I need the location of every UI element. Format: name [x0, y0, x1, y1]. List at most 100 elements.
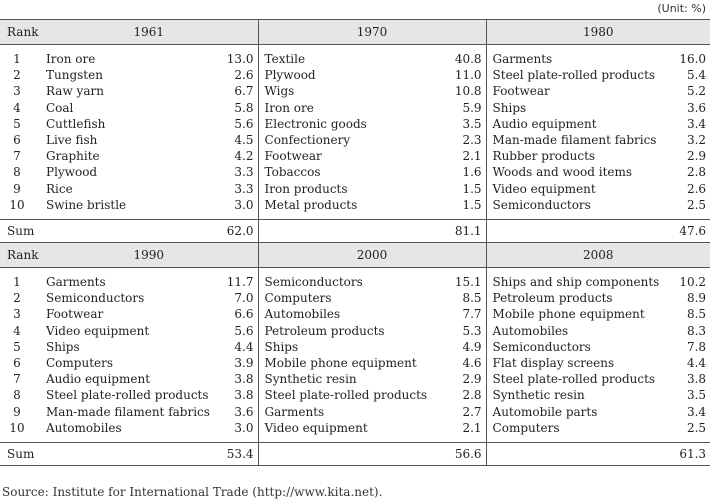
sum-row: Sum 53.4 56.6 61.3	[0, 442, 710, 467]
value-cell: 3.8	[686, 372, 707, 387]
value-cell: 3.9	[216, 355, 259, 372]
sum-label: Sum	[0, 219, 40, 244]
item-cell: Woods and wood items	[485, 164, 669, 181]
item-cell: Audio equipment	[46, 372, 151, 387]
source-note: Source: Institute for International Trad…	[2, 485, 383, 499]
table-row: 8 Steel plate-rolled products 3.8 Steel pla…	[0, 387, 710, 404]
item-cell: Graphite	[46, 149, 100, 164]
rank-cell: 8	[13, 388, 21, 403]
item-cell: Confectionery	[257, 132, 445, 149]
rank-cell: 1	[13, 275, 21, 290]
item-cell: Video equipment	[485, 180, 669, 197]
table-row: 3 Footwear 6.6 Automobiles 7.7 Mobile phone e…	[0, 306, 710, 323]
item-cell: Synthetic resin	[485, 387, 669, 404]
rank-cell: 6	[13, 133, 21, 148]
item-cell: Computers	[485, 419, 669, 443]
table-row: 8 Plywood 3.3 Tobaccos 1.6 Woods and wood ite…	[0, 164, 710, 181]
item-cell: Steel plate-rolled products	[257, 387, 445, 404]
item-cell: Petroleum products	[257, 322, 445, 339]
sum-blank-cell	[40, 219, 216, 244]
year-header-row: Rank 1990 2000 2008	[0, 242, 710, 269]
value-cell: 15.1	[444, 267, 487, 291]
value-cell: 4.2	[216, 148, 259, 165]
item-cell: Garments	[485, 44, 669, 68]
item-cell: Flat display screens	[485, 355, 669, 372]
item-cell: Iron ore	[257, 99, 445, 116]
value-cell: 2.6	[686, 181, 707, 196]
sum-value: 62.0	[216, 219, 259, 244]
item-cell: Ships	[46, 339, 80, 354]
value-cell: 10.8	[444, 83, 487, 100]
value-cell: 3.0	[216, 419, 259, 443]
item-cell: Footwear	[257, 148, 445, 165]
value-cell: 2.5	[686, 197, 707, 212]
table-row: 6 Live fish 4.5 Confectionery 2.3 Man-made fi…	[0, 132, 710, 149]
value-cell: 2.9	[686, 149, 707, 164]
table-row: 3 Raw yarn 6.7 Wigs 10.8 Footwear 5.2	[0, 83, 710, 100]
value-cell: 7.0	[216, 290, 259, 307]
item-cell: Video equipment	[46, 323, 150, 338]
item-cell: Automobiles	[485, 322, 669, 339]
sum-blank-cell	[257, 442, 445, 467]
table-row: 1 Iron ore 13.0 Textile 40.8 Garments 16.0	[0, 44, 710, 68]
value-cell: 8.5	[444, 290, 487, 307]
item-cell: Mobile phone equipment	[257, 355, 445, 372]
value-cell: 6.6	[216, 306, 259, 323]
table-row: 7 Audio equipment 3.8 Synthetic resin 2.9 Ste…	[0, 371, 710, 388]
value-cell: 8.5	[686, 307, 707, 322]
rank-cell: 4	[13, 323, 21, 338]
rank-cell: 9	[13, 404, 21, 419]
value-cell: 5.3	[444, 322, 487, 339]
item-cell: Automobile parts	[485, 403, 669, 420]
rank-cell: 9	[13, 181, 21, 196]
value-cell: 2.3	[444, 132, 487, 149]
value-cell: 7.8	[686, 339, 707, 354]
item-cell: Iron products	[257, 180, 445, 197]
value-cell: 2.6	[216, 67, 259, 84]
item-cell: Computers	[46, 356, 114, 371]
item-cell: Plywood	[46, 165, 98, 180]
year-header: 1961	[40, 19, 259, 45]
item-cell: Semiconductors	[485, 338, 669, 356]
item-cell: Ships	[257, 338, 445, 356]
table-row: 2 Tungsten 2.6 Plywood 11.0 Steel plate-rolle…	[0, 67, 710, 84]
value-cell: 2.1	[444, 148, 487, 165]
rank-cell: 2	[13, 68, 21, 83]
value-cell: 5.9	[444, 99, 487, 116]
sum-value: 61.3	[668, 442, 710, 467]
value-cell: 2.7	[444, 403, 487, 420]
rank-cell: 5	[13, 116, 21, 131]
item-cell: Audio equipment	[485, 115, 669, 133]
item-cell: Man-made filament fabrics	[485, 132, 669, 149]
rank-cell: 8	[13, 165, 21, 180]
value-cell: 2.9	[444, 371, 487, 388]
value-cell: 3.6	[216, 403, 259, 420]
value-cell: 8.9	[686, 291, 707, 306]
table-row: 2 Semiconductors 7.0 Computers 8.5 Petroleum …	[0, 290, 710, 307]
sum-blank-cell	[485, 442, 669, 467]
item-cell: Footwear	[46, 307, 104, 322]
item-cell: Rice	[46, 181, 73, 196]
value-cell: 2.8	[686, 165, 707, 180]
value-cell: 1.6	[444, 164, 487, 181]
value-cell: 3.4	[686, 404, 707, 419]
value-cell: 13.0	[216, 44, 259, 68]
item-cell: Tungsten	[46, 68, 103, 83]
sum-blank-cell	[485, 219, 669, 244]
item-cell: Electronic goods	[257, 115, 445, 133]
value-cell: 40.8	[444, 44, 487, 68]
item-cell: Raw yarn	[46, 84, 104, 99]
value-cell: 11.7	[216, 267, 259, 291]
rank-cell: 2	[13, 291, 21, 306]
year-header: 1990	[40, 242, 259, 269]
value-cell: 11.0	[444, 67, 487, 84]
value-cell: 2.5	[686, 420, 707, 435]
item-cell: Wigs	[257, 83, 445, 100]
item-cell: Ships	[485, 99, 669, 116]
table-row: 5 Ships 4.4 Ships 4.9 Semiconductors 7.8	[0, 338, 710, 356]
item-cell: Garments	[257, 403, 445, 420]
table-row: 4 Video equipment 5.6 Petroleum products 5.3…	[0, 322, 710, 339]
rank-header: Rank	[0, 19, 40, 45]
value-cell: 5.8	[216, 99, 259, 116]
value-cell: 1.5	[444, 180, 487, 197]
